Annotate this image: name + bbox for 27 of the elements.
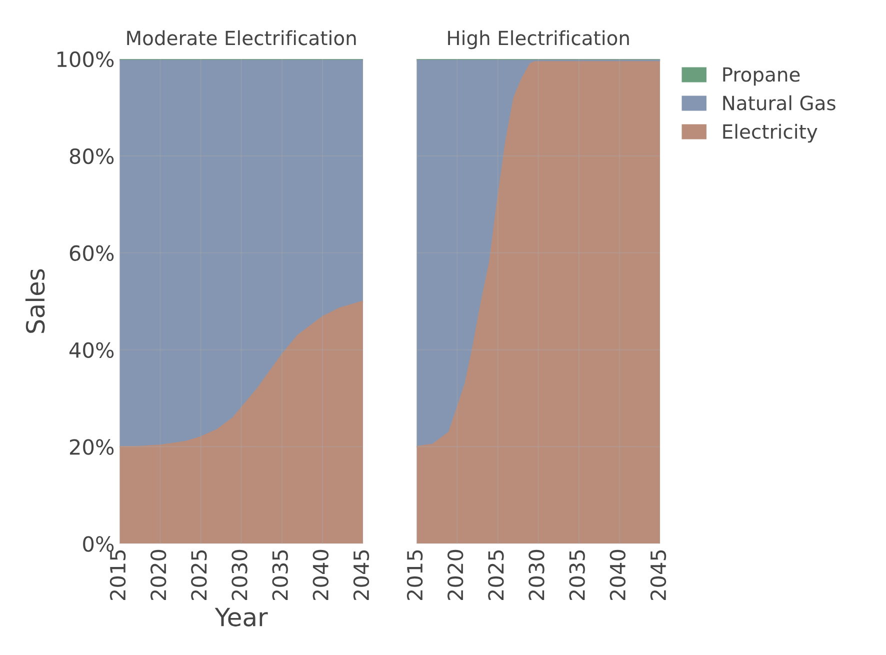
x-axis-title: Year	[214, 608, 268, 626]
x-tick-label: 2045	[650, 550, 666, 600]
x-tick-label: 2040	[312, 550, 329, 600]
x-tick-label: 2020	[447, 550, 464, 600]
x-tick-label: 2030	[232, 550, 248, 600]
y-tick-label: 40%	[69, 342, 114, 358]
x-tick-label: 2045	[353, 550, 370, 600]
chart-title: High Electrification	[448, 30, 629, 50]
x-tick-label: 2015	[110, 550, 126, 600]
x-tick-label: 2025	[488, 550, 504, 600]
chart-title: Moderate Electrification	[127, 30, 356, 46]
y-tick-label: 80%	[70, 148, 114, 164]
x-tick-label: 2030	[528, 550, 544, 600]
y-tick-label: 0%	[83, 536, 114, 552]
x-tick-label: 2015	[406, 550, 423, 600]
y-tick-label: 100%	[57, 51, 114, 68]
legend-label: Natural Gas	[723, 95, 836, 110]
x-tick-label: 2035	[272, 550, 288, 600]
x-tick-label: 2020	[150, 550, 166, 600]
y-tick-label: 60%	[70, 245, 114, 262]
y-axis-title: Sales	[25, 269, 45, 333]
x-tick-label: 2035	[569, 550, 585, 600]
legend-label: Propane	[723, 67, 800, 86]
legend-label: Electricity	[723, 124, 818, 143]
x-tick-label: 2025	[191, 550, 207, 600]
x-tick-label: 2040	[610, 550, 626, 600]
y-tick-label: 20%	[70, 439, 114, 455]
